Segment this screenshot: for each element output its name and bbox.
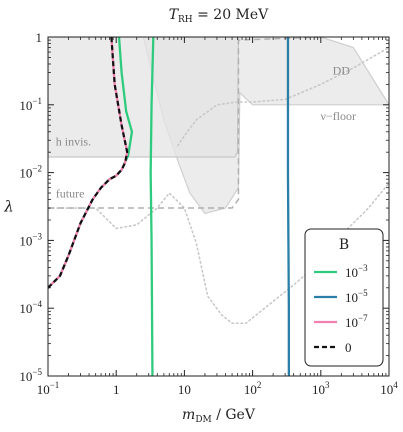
- x-tick-label: 10−1: [37, 380, 60, 397]
- x-tick-label: 103: [312, 380, 330, 397]
- y-tick-label: 10−3: [19, 231, 42, 248]
- legend-title: B: [339, 237, 349, 253]
- y-tick-label: 10−1: [19, 96, 42, 113]
- y-tick-label: 1: [36, 30, 43, 45]
- series-line-103-branch: [149, 37, 155, 376]
- legend-box: [304, 228, 384, 367]
- x-tick-label: 10: [178, 382, 191, 397]
- labels-layer: TRH = 20 MeV mDM / GeV λ h invis. future DD ν−…: [3, 7, 356, 425]
- ticks-layer: 10−1 1 10 102 103 104 10−5 10−4 10−3 10−2 10−1 1: [19, 30, 398, 397]
- annotation-future: future: [56, 186, 85, 200]
- x-axis-label: mDM / GeV: [182, 407, 256, 425]
- future-limit-curve: [48, 37, 321, 209]
- annotation-nu-floor: ν−floor: [320, 109, 356, 123]
- y-tick-label: 10−5: [19, 367, 42, 384]
- legend-label: 10−7: [345, 313, 368, 330]
- legend-label: 10−5: [345, 288, 368, 305]
- annotation-h-invis: h invis.: [56, 135, 91, 149]
- series-line-0: [48, 37, 129, 289]
- x-tick-label: 1: [113, 382, 120, 397]
- chart-title: TRH = 20 MeV: [169, 7, 269, 25]
- regions-layer: [48, 37, 389, 325]
- legend: B 10−3 10−5 10−7 0: [304, 228, 384, 367]
- nu-floor-upper-curve: [176, 46, 389, 147]
- legend-label: 0: [345, 340, 352, 355]
- x-tick-label: 104: [380, 380, 398, 397]
- x-tick-label: 102: [244, 380, 262, 397]
- y-tick-label: 10−2: [19, 164, 42, 181]
- plot-frame: [47, 36, 390, 377]
- annotation-dd: DD: [333, 63, 351, 77]
- legend-label: 10−3: [345, 263, 368, 280]
- series-line-105: [286, 37, 290, 376]
- series-layer: [48, 37, 290, 376]
- y-tick-label: 10−4: [19, 299, 42, 316]
- y-axis-label: λ: [3, 198, 14, 216]
